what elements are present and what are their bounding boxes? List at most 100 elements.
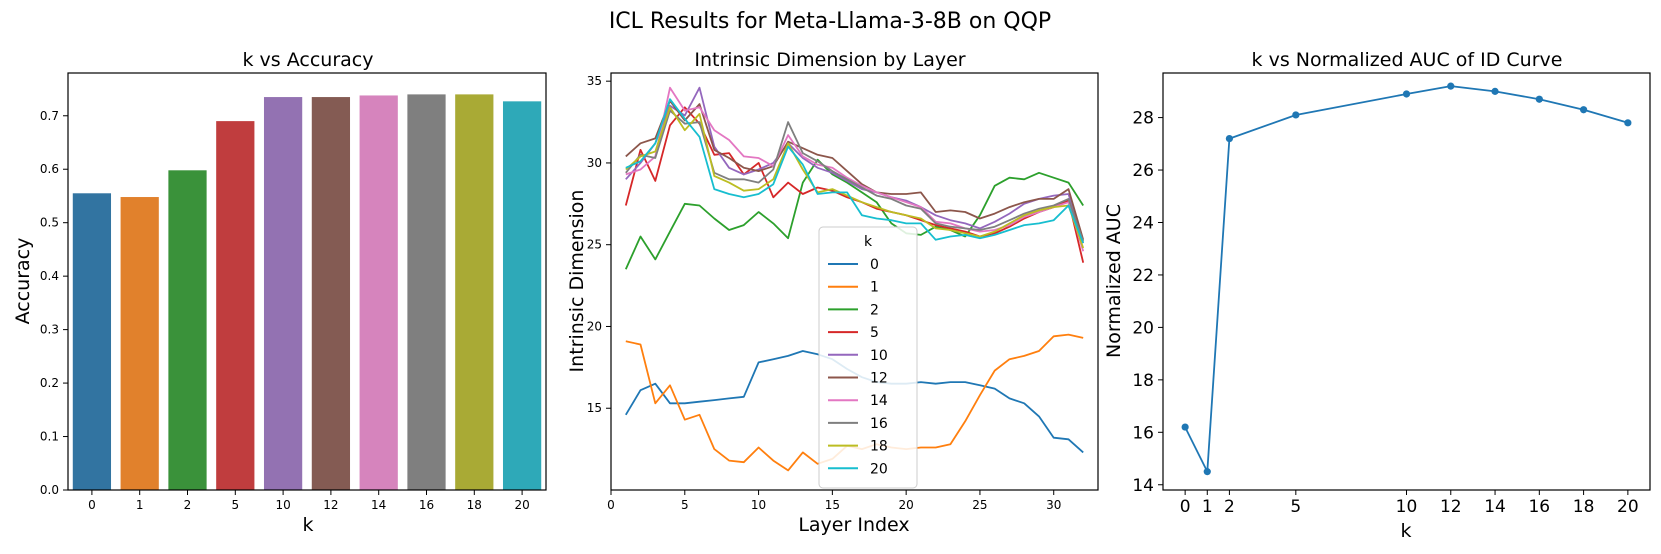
y-tick-label: 26 [1132,161,1154,181]
y-tick-label: 0.1 [40,430,59,444]
auc-point [1491,87,1499,95]
legend-frame [818,226,918,489]
y-tick-label: 16 [1132,423,1154,443]
bar [72,193,112,491]
y-tick-label: 0.7 [40,109,59,123]
accuracy-chart-title: k vs Accuracy [243,49,374,71]
bar [168,170,207,491]
series-line-k16 [625,109,1085,242]
auc-point [1402,90,1411,98]
x-tick-label: 0 [1180,497,1191,517]
accuracy-chart: k vs Accuracy 0.0 0.1 0.2 0.3 0.4 0.5 0.6 0.7 0… [12,49,547,536]
x-tick-label: 0 [607,498,615,512]
x-tick-label: 16 [1528,497,1550,517]
x-tick-label: 10 [1396,497,1418,517]
bar [359,95,398,490]
accuracy-y-axis-label: Accuracy [12,238,34,325]
x-tick-label: 20 [899,498,914,512]
y-tick-label: 22 [1132,266,1154,286]
bar [216,121,255,490]
legend-label: 1 [870,280,879,296]
legend-label: 20 [870,461,888,477]
series-line-k20 [625,98,1085,244]
auc-line [1184,85,1629,473]
figure-title: ICL Results for Meta-Llama-3-8B on QQP [609,9,1051,34]
auc-point [1447,82,1455,90]
x-tick-label: 14 [371,498,386,512]
x-tick-label: 10 [275,498,290,512]
x-tick-label: 2 [184,498,192,512]
x-tick-label: 5 [1290,497,1301,517]
y-tick-label: 0.5 [40,216,59,230]
legend-label: 12 [870,371,888,387]
x-tick-label: 14 [1484,497,1506,517]
auc-point [1292,111,1300,119]
normalized-auc-chart: k vs Normalized AUC of ID Curve 0 1 2 5 10 12… [1103,49,1651,542]
x-tick-label: 25 [972,498,987,512]
normalized-auc-x-axis-label: k [1400,520,1411,542]
intrinsic-dimension-y-axis-label: Intrinsic Dimension [566,190,588,373]
legend-label: 2 [870,302,879,318]
normalized-auc-y-axis-label: Normalized AUC [1103,204,1125,358]
y-tick-label: 25 [587,238,602,252]
legend-label: 18 [870,439,888,455]
auc-point [1579,106,1588,114]
x-tick-label: 2 [1224,497,1235,517]
x-tick-label: 15 [825,498,840,512]
auc-point [1624,119,1632,127]
auc-point [1181,423,1189,431]
x-tick-label: 18 [1573,497,1595,517]
bar [311,97,351,491]
normalized-auc-chart-title: k vs Normalized AUC of ID Curve [1252,49,1563,71]
bar [455,94,494,490]
x-tick-label: 5 [231,498,239,512]
accuracy-chart-frame [67,72,547,491]
intrinsic-dimension-x-axis-label: Layer Index [798,514,909,536]
legend-title: k [864,234,873,250]
y-tick-label: 0.2 [40,376,59,390]
x-tick-label: 5 [681,498,689,512]
y-tick-label: 28 [1132,109,1154,129]
y-tick-label: 18 [1132,371,1154,391]
y-tick-label: 0.6 [40,162,59,176]
series-line-k14 [625,86,1085,252]
series-line-k10 [625,86,1085,244]
x-tick-label: 30 [1046,498,1061,512]
x-tick-label: 20 [514,498,529,512]
y-tick-label: 0.3 [40,323,59,337]
legend-label: 5 [870,325,879,341]
y-tick-label: 0.0 [40,483,59,497]
x-tick-label: 0 [88,498,96,512]
x-tick-label: 1 [136,498,144,512]
auc-point [1535,95,1543,103]
legend-label: 16 [870,416,888,432]
y-tick-label: 20 [587,319,602,333]
y-tick-label: 30 [587,156,602,170]
legend-label: 14 [870,393,888,409]
y-tick-label: 15 [587,401,602,415]
legend-label: 0 [870,257,879,273]
intrinsic-dimension-chart-title: Intrinsic Dimension by Layer [694,49,965,71]
bar [120,197,159,490]
bar [502,101,542,490]
intrinsic-dimension-chart-frame [610,72,1099,491]
x-tick-label: 1 [1202,497,1213,517]
legend-label: 10 [870,348,888,364]
x-tick-label: 10 [751,498,766,512]
x-tick-label: 12 [323,498,338,512]
y-tick-label: 24 [1132,213,1154,233]
intrinsic-dimension-chart: Intrinsic Dimension by Layer 0 5 10 15 20 25 3… [566,49,1099,536]
x-tick-label: 18 [467,498,482,512]
x-tick-label: 16 [419,498,434,512]
bar [407,94,446,490]
y-tick-label: 20 [1132,318,1154,338]
y-tick-label: 0.4 [40,269,59,283]
x-tick-label: 12 [1440,497,1462,517]
y-tick-label: 35 [587,74,602,88]
x-tick-label: 20 [1617,497,1639,517]
auc-point [1203,468,1211,476]
auc-point [1225,134,1234,143]
bar [263,97,303,491]
